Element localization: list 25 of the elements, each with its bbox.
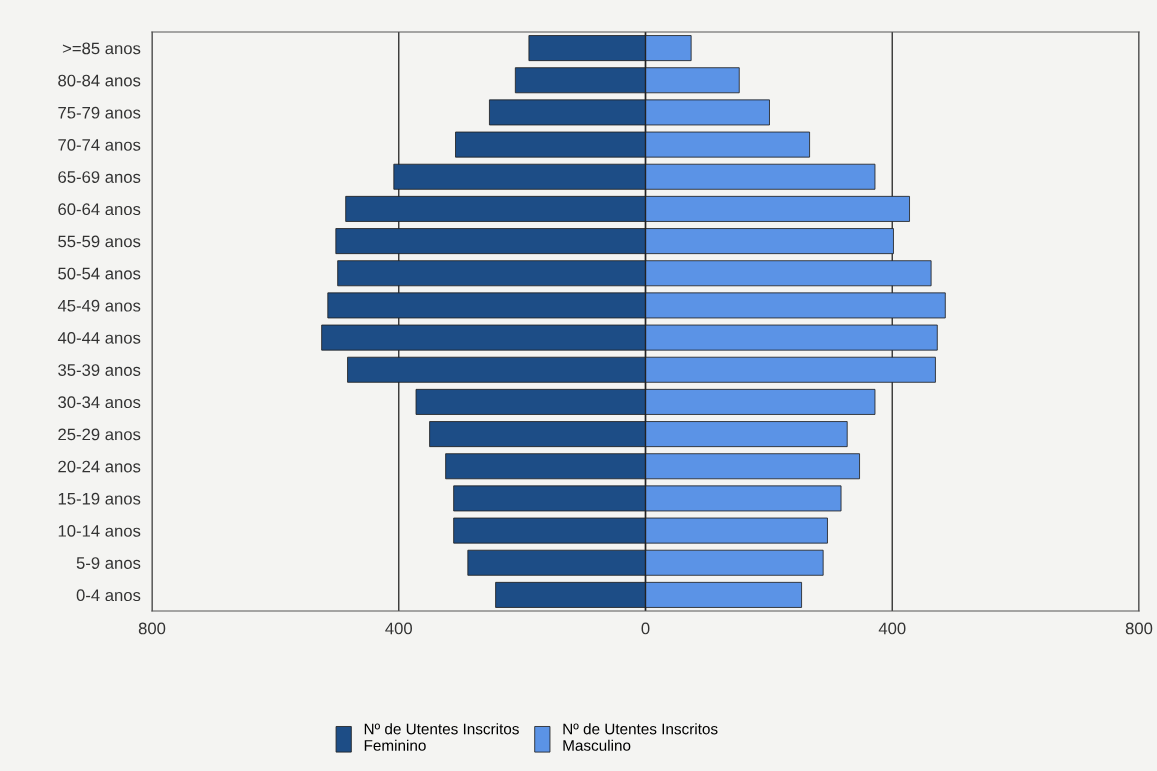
x-tick-label: 400 — [878, 622, 906, 635]
y-tick-label: 60-64 anos — [58, 203, 141, 216]
y-tick-label: 15-19 anos — [58, 492, 141, 505]
x-tick-label: 800 — [1125, 622, 1153, 635]
legend-label: Nº de Utentes Inscritos Feminino — [364, 723, 519, 751]
y-tick-label: 30-34 anos — [58, 396, 141, 409]
x-tick-label: 400 — [385, 622, 412, 635]
x-tick-label: 0 — [641, 622, 650, 635]
y-tick-label: 55-59 anos — [58, 235, 141, 248]
x-tick-label: 800 — [138, 622, 166, 635]
y-tick-label: 35-39 anos — [58, 364, 141, 376]
legend-label: Nº de Utentes Inscritos Masculino — [563, 723, 718, 751]
y-tick-label: 80-84 anos — [58, 74, 141, 87]
y-tick-label: 70-74 anos — [58, 138, 141, 151]
y-tick-label: 50-54 anos — [58, 267, 141, 280]
y-tick-label: 40-44 anos — [57, 331, 141, 344]
y-tick-label: 45-49 anos — [57, 299, 141, 312]
y-tick-label: 5-9 anos — [76, 557, 141, 569]
y-tick-label: 25-29 anos — [58, 428, 141, 441]
y-tick-label: 10-14 anos — [58, 524, 141, 537]
y-tick-label: 75-79 anos — [58, 106, 141, 119]
y-tick-label: 65-69 anos — [58, 171, 141, 183]
y-tick-label: >=85 anos — [62, 42, 141, 55]
y-tick-label: 20-24 anos — [58, 460, 141, 473]
y-tick-label: 0-4 anos — [76, 589, 141, 602]
